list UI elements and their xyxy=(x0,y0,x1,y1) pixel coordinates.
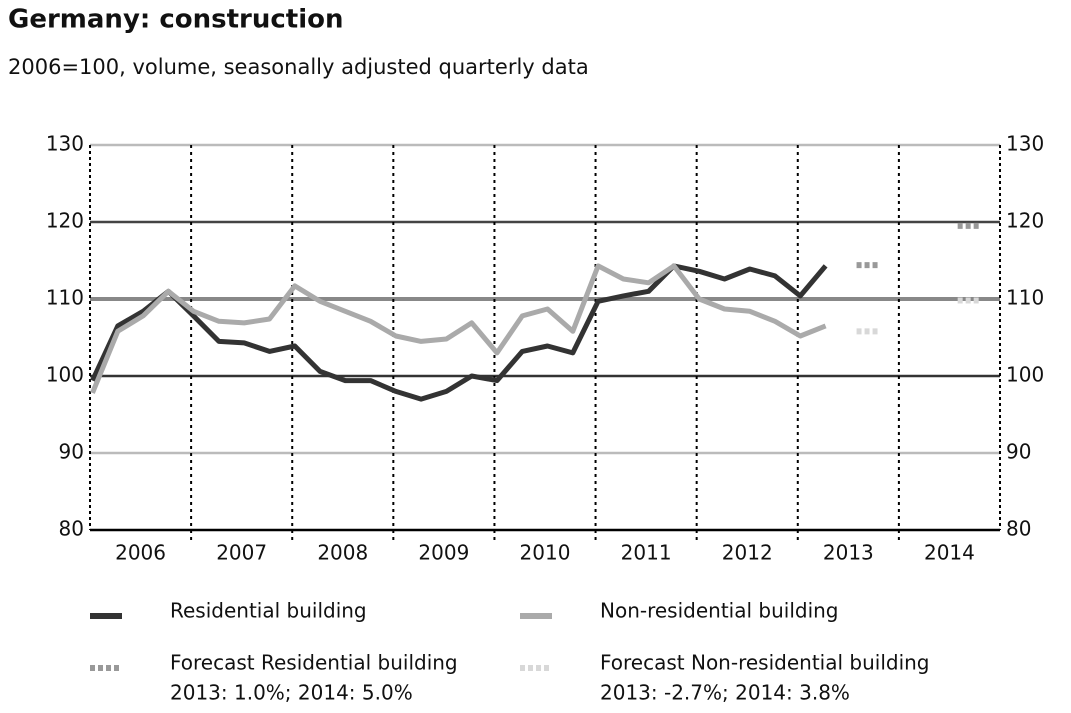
y-tick-label: 120 xyxy=(46,209,84,233)
legend-label: Residential building xyxy=(170,599,367,623)
y-tick-label: 130 xyxy=(46,132,84,156)
x-tick-label: 2010 xyxy=(520,541,571,565)
legend-label: Non-residential building xyxy=(600,599,839,623)
series-line xyxy=(90,263,827,394)
x-tick-label: 2006 xyxy=(115,541,166,565)
y2-tick-label: 100 xyxy=(1006,363,1044,387)
y2-tick-label: 120 xyxy=(1006,209,1044,233)
x-tick-label: 2014 xyxy=(924,541,975,565)
y-tick-label: 90 xyxy=(59,440,84,464)
x-tick-label: 2007 xyxy=(216,541,267,565)
y2-tick-label: 80 xyxy=(1006,517,1031,541)
x-tick-label: 2008 xyxy=(317,541,368,565)
series-line xyxy=(90,263,828,402)
y-tick-label: 110 xyxy=(46,286,84,310)
x-tick-label: 2011 xyxy=(621,541,672,565)
x-tick-label: 2009 xyxy=(418,541,469,565)
y2-tick-label: 130 xyxy=(1006,132,1044,156)
legend-label: Forecast Residential building xyxy=(170,651,458,675)
legend-label: Forecast Non-residential building xyxy=(600,651,930,675)
x-tick-label: 2013 xyxy=(823,541,874,565)
y2-tick-label: 90 xyxy=(1006,440,1031,464)
legend-note: 2013: -2.7%; 2014: 3.8% xyxy=(600,681,850,705)
chart-title: Germany: construction xyxy=(8,5,344,35)
legend-note: 2013: 1.0%; 2014: 5.0% xyxy=(170,681,413,705)
y-tick-label: 80 xyxy=(59,517,84,541)
y2-tick-label: 110 xyxy=(1006,286,1044,310)
y-tick-label: 100 xyxy=(46,363,84,387)
chart-subtitle: 2006=100, volume, seasonally adjusted qu… xyxy=(8,55,589,79)
x-tick-label: 2012 xyxy=(722,541,773,565)
